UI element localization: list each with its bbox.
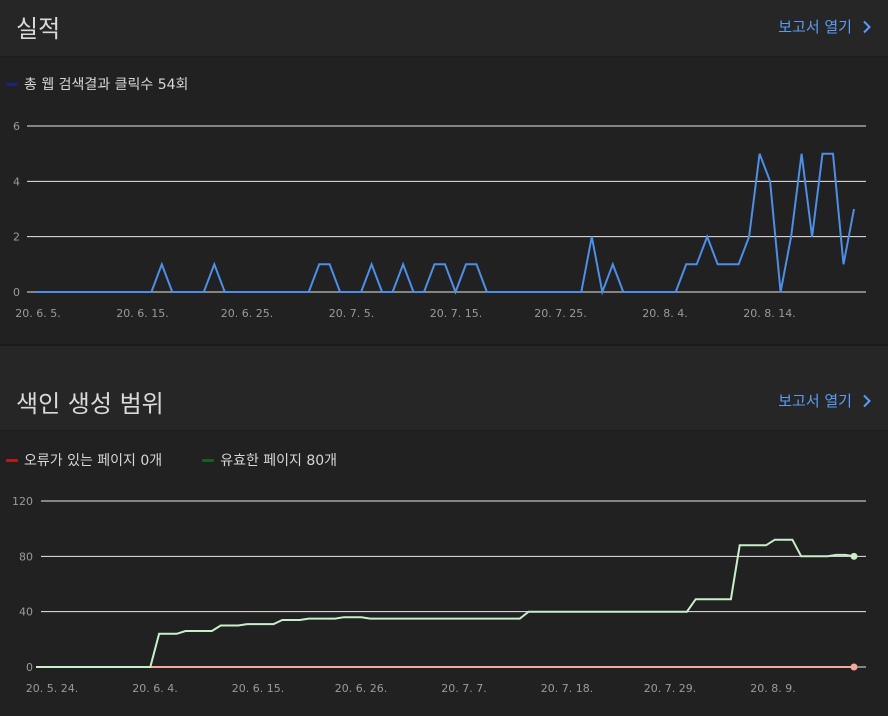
open-report-label: 보고서 열기 — [778, 392, 852, 410]
x-tick-label: 20. 7. 29. — [644, 682, 696, 695]
performance-legend: 총 웹 검색결과 클릭수 54회 — [6, 74, 228, 94]
x-tick-label: 20. 7. 7. — [441, 682, 486, 695]
series-line[interactable] — [36, 538, 855, 668]
coverage-legend: 오류가 있는 페이지 0개 유효한 페이지 80개 — [6, 450, 377, 470]
coverage-header: 색인 생성 범위 보고서 열기 — [0, 346, 888, 431]
series-end-point[interactable] — [850, 552, 858, 560]
legend-swatch — [6, 82, 18, 86]
x-tick-label: 20. 7. 5. — [329, 307, 374, 320]
card-divider — [0, 344, 888, 346]
series-end-point[interactable] — [850, 663, 858, 671]
x-tick-label: 20. 6. 4. — [132, 682, 177, 695]
x-tick-label: 20. 8. 4. — [642, 307, 687, 320]
legend-label: 총 웹 검색결과 클릭수 54회 — [24, 77, 189, 93]
legend-item-error-pages[interactable]: 오류가 있는 페이지 0개 — [6, 450, 162, 470]
y-tick-label: 6 — [13, 120, 20, 133]
legend-item-clicks[interactable]: 총 웹 검색결과 클릭수 54회 — [6, 74, 188, 94]
x-tick-label: 20. 7. 25. — [534, 307, 586, 320]
coverage-title: 색인 생성 범위 — [16, 390, 164, 418]
legend-swatch — [202, 458, 215, 462]
coverage-card: 색인 생성 범위 보고서 열기 오류가 있는 페이지 0개 유효한 페이지 80… — [0, 346, 888, 712]
chevron-right-icon — [863, 394, 871, 407]
series-line[interactable] — [36, 152, 855, 296]
x-tick-label: 20. 5. 24. — [26, 682, 78, 695]
y-tick-label: 2 — [13, 231, 20, 244]
y-tick-label: 120 — [12, 495, 33, 508]
x-tick-label: 20. 6. 15. — [116, 307, 168, 320]
legend-label: 유효한 페이지 80개 — [220, 453, 338, 469]
x-tick-label: 20. 6. 26. — [335, 682, 387, 695]
legend-swatch — [6, 458, 18, 462]
y-tick-label: 40 — [19, 606, 33, 619]
coverage-open-report-link[interactable]: 보고서 열기 — [778, 390, 874, 411]
y-tick-label: 4 — [13, 175, 20, 188]
performance-chart: 0 2 4 6 20. 6. 5. 20. 6. 15. 20. 6. 25. 20. 7. … — [13, 120, 866, 320]
x-tick-label: 20. 8. 14. — [743, 307, 795, 320]
x-tick-label: 20. 6. 5. — [15, 307, 60, 320]
performance-title: 실적 — [16, 15, 61, 43]
y-tick-label: 80 — [19, 550, 33, 563]
performance-card: 실적 보고서 열기 총 웹 검색결과 클릭수 54회 0 2 4 6 20. 6. 5.… — [0, 0, 888, 344]
performance-header: 실적 보고서 열기 — [0, 0, 888, 57]
x-tick-label: 20. 6. 15. — [232, 682, 284, 695]
open-report-label: 보고서 열기 — [778, 18, 852, 36]
performance-open-report-link[interactable]: 보고서 열기 — [778, 16, 874, 37]
x-tick-label: 20. 7. 18. — [541, 682, 593, 695]
y-tick-label: 0 — [13, 286, 20, 299]
legend-item-valid-pages[interactable]: 유효한 페이지 80개 — [202, 450, 337, 470]
x-tick-label: 20. 8. 9. — [750, 682, 795, 695]
y-tick-label: 0 — [26, 661, 33, 674]
x-tick-label: 20. 7. 15. — [430, 307, 482, 320]
x-tick-label: 20. 6. 25. — [221, 307, 273, 320]
legend-label: 오류가 있는 페이지 0개 — [24, 453, 163, 469]
chevron-right-icon — [863, 20, 871, 33]
coverage-chart: 0 40 80 120 20. 5. 24. 20. 6. 4. 20. 6. 15. 20.… — [12, 495, 866, 695]
